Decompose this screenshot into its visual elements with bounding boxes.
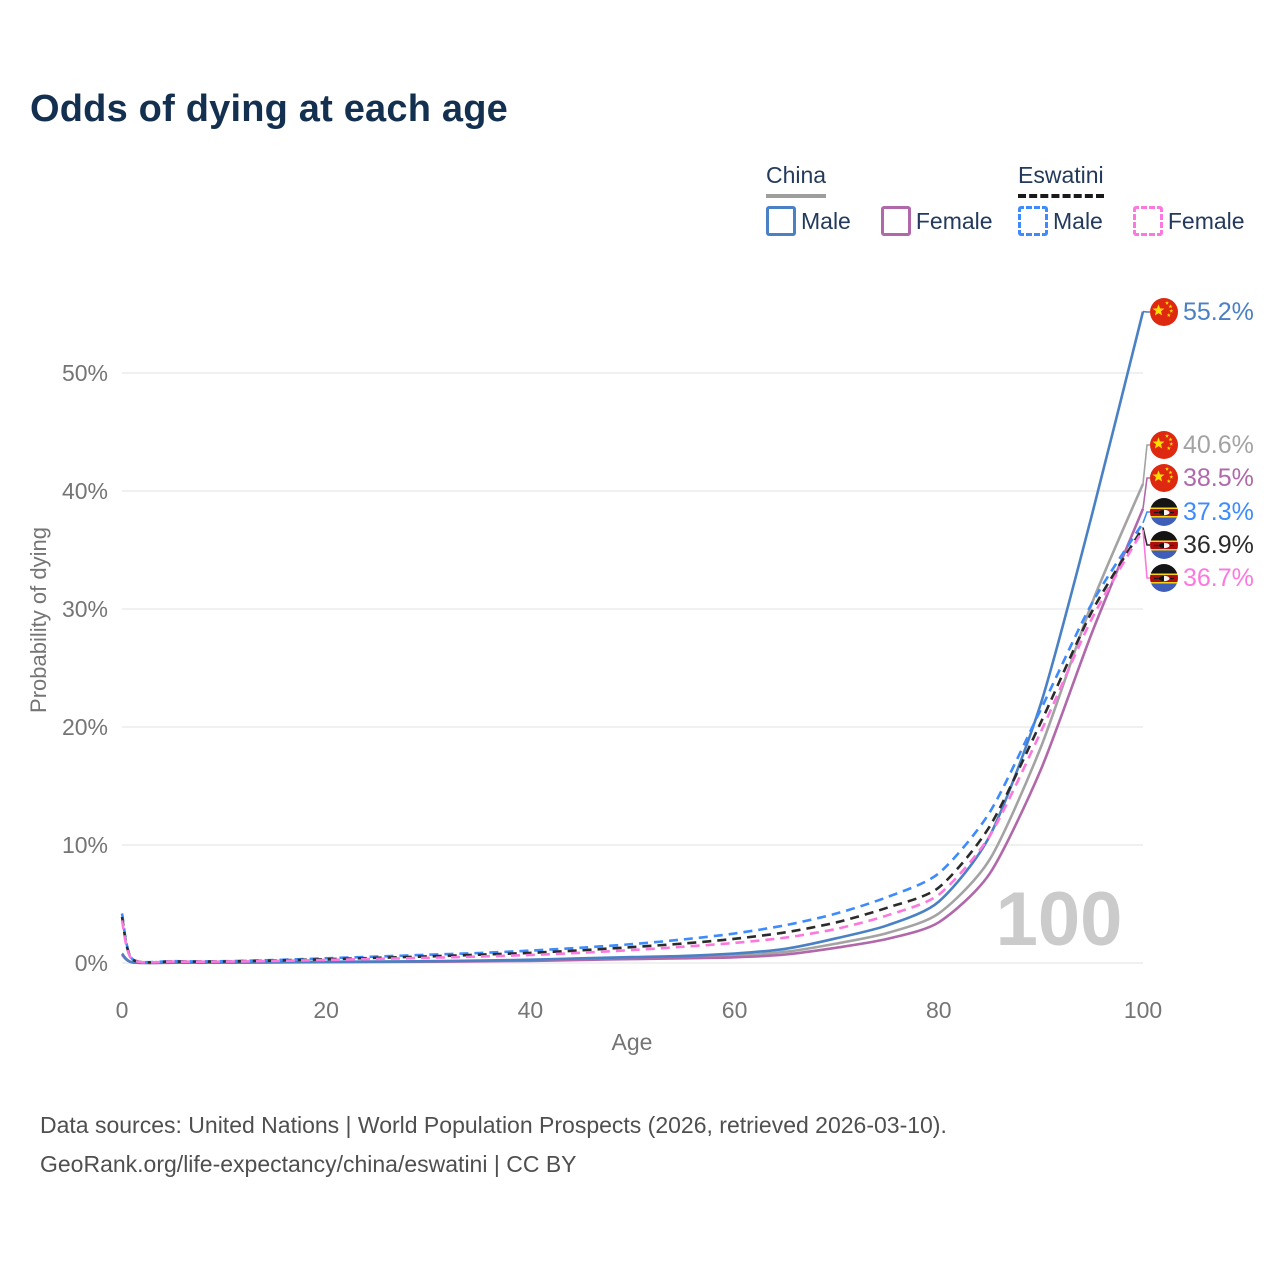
svg-text:0: 0 [116,997,129,1023]
svg-text:50%: 50% [62,360,108,386]
svg-text:Age: Age [612,1029,653,1055]
mortality-line-chart: 0% 10% 20% 30% 40% 50% 0 20 40 60 80 100 Age Probabil… [26,298,1254,1055]
svg-text:0%: 0% [75,950,108,976]
eswatini-female-swatch-icon[interactable] [1132,206,1163,236]
data-sources-line: Data sources: United Nations | World Pop… [40,1112,947,1138]
china-female-swatch-icon[interactable] [880,206,911,236]
svg-text:80: 80 [926,997,952,1023]
legend: China Male Female Eswatini Male [0,162,1280,242]
svg-text:55.2%: 55.2% [1183,298,1254,326]
svg-text:60: 60 [722,997,748,1023]
svg-text:30%: 30% [62,596,108,622]
svg-text:37.3%: 37.3% [1183,498,1254,526]
svg-text:36.9%: 36.9% [1183,531,1254,559]
legend-item-eswatini-male[interactable]: Male [1018,206,1103,236]
legend-group-china-label: China [766,162,827,198]
svg-text:36.7%: 36.7% [1183,564,1254,592]
china-male-swatch-icon[interactable] [766,206,796,236]
legend-group-eswatini: Eswatini Male Female [1018,162,1245,236]
legend-item-label: Male [1053,207,1103,234]
legend-group-eswatini-label: Eswatini [1018,162,1104,198]
svg-text:10%: 10% [62,832,108,858]
eswatini-male-swatch-icon[interactable] [1018,206,1048,236]
svg-text:38.5%: 38.5% [1183,464,1254,492]
svg-text:20%: 20% [62,714,108,740]
svg-text:100: 100 [996,877,1123,962]
chart-title: Odds of dying at each age [30,88,508,130]
svg-text:40.6%: 40.6% [1183,431,1254,459]
svg-text:40: 40 [518,997,544,1023]
legend-item-label: Female [915,207,993,234]
legend-group-china: China Male Female [766,162,993,236]
legend-item-label: Male [801,207,851,234]
legend-item-china-female[interactable]: Female [880,206,993,236]
legend-item-eswatini-female[interactable]: Female [1132,206,1245,236]
svg-text:40%: 40% [62,478,108,504]
legend-item-label: Female [1167,207,1245,234]
svg-text:Probability of dying: Probability of dying [26,527,51,713]
svg-text:20: 20 [313,997,339,1023]
attribution-line: GeoRank.org/life-expectancy/china/eswati… [40,1151,577,1177]
footer: Data sources: United Nations | World Pop… [40,1106,947,1184]
legend-item-china-male[interactable]: Male [766,206,851,236]
svg-text:100: 100 [1124,997,1162,1023]
